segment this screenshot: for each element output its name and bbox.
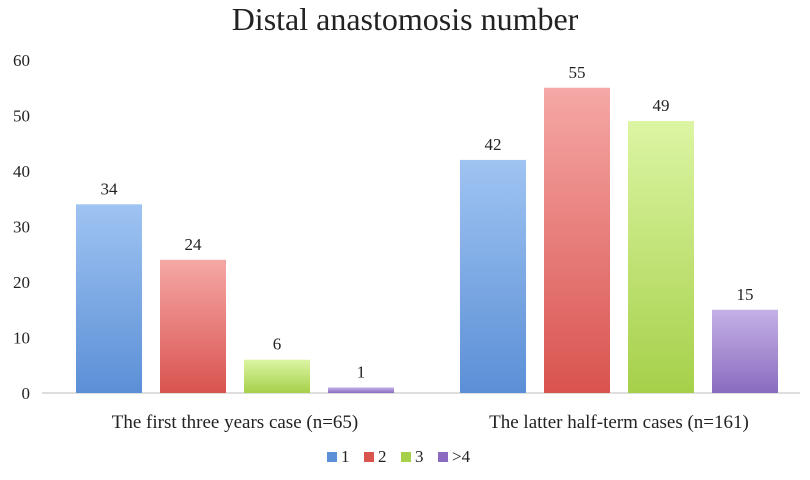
legend-label: 1 — [341, 447, 350, 466]
bar-1-3 — [244, 359, 310, 393]
legend-label: 3 — [415, 447, 424, 466]
bar-1-2 — [160, 259, 226, 393]
legend-swatch — [327, 452, 337, 462]
x-category-label: The latter half-term cases (n=161) — [489, 412, 749, 433]
y-tick-label: 10 — [13, 329, 30, 348]
legend-swatch — [438, 452, 448, 462]
y-tick-label: 0 — [22, 384, 31, 403]
bar-2-3 — [628, 121, 694, 394]
bar-1-1 — [76, 204, 142, 393]
y-tick-label: 40 — [13, 162, 30, 181]
legend: 1 2 3 >4 — [327, 447, 471, 466]
x-category-label: The first three years case (n=65) — [112, 412, 359, 433]
data-label: 42 — [485, 135, 502, 154]
legend-label: 2 — [378, 447, 387, 466]
y-tick-label: 30 — [13, 218, 30, 237]
data-label: 6 — [273, 335, 282, 354]
legend-swatch — [364, 452, 374, 462]
bar-1-4 — [328, 387, 394, 393]
x-axis: The first three years case (n=65) The lat… — [42, 392, 800, 433]
data-label: 55 — [569, 63, 586, 82]
y-tick-label: 20 — [13, 273, 30, 292]
data-label: 34 — [101, 179, 119, 198]
bar-2-1 — [460, 159, 526, 393]
data-label: 1 — [357, 362, 366, 381]
chart-title: Distal anastomosis number — [232, 1, 579, 37]
bars: 34 24 6 1 42 55 49 15 — [76, 63, 778, 394]
legend-swatch — [401, 452, 411, 462]
y-axis: 0 10 20 30 40 50 60 — [13, 51, 30, 403]
bar-2-2 — [544, 87, 610, 393]
y-tick-label: 60 — [13, 51, 30, 70]
y-tick-label: 50 — [13, 107, 30, 126]
legend-label: >4 — [452, 447, 471, 466]
data-label: 15 — [737, 285, 754, 304]
data-label: 49 — [653, 96, 670, 115]
bar-2-4 — [712, 309, 778, 393]
data-label: 24 — [185, 235, 203, 254]
